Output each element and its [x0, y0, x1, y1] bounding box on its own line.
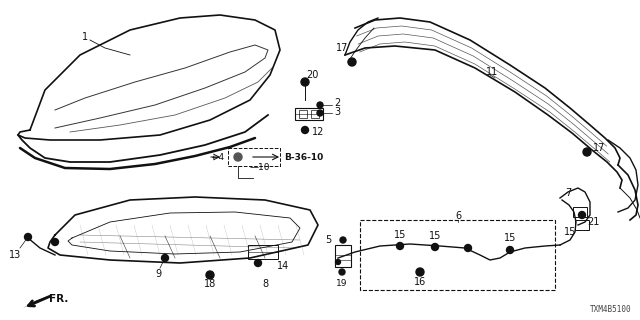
Text: 2: 2: [334, 98, 340, 108]
Circle shape: [339, 269, 345, 275]
Circle shape: [431, 244, 438, 251]
Bar: [295, 108, 323, 120]
Circle shape: [465, 244, 472, 252]
Text: TXM4B5100: TXM4B5100: [590, 305, 632, 314]
Polygon shape: [23, 295, 50, 308]
Circle shape: [397, 243, 403, 250]
Circle shape: [348, 58, 356, 66]
Text: 1: 1: [82, 32, 88, 42]
Text: 12: 12: [312, 127, 324, 137]
Text: 15: 15: [504, 233, 516, 243]
Text: 7: 7: [565, 188, 571, 198]
Text: 3: 3: [334, 107, 340, 117]
Text: 17: 17: [593, 143, 605, 153]
Text: ←4: ←4: [211, 153, 225, 162]
Circle shape: [579, 212, 586, 219]
Text: 19: 19: [336, 279, 348, 289]
Text: 5: 5: [325, 235, 331, 245]
Text: 15: 15: [429, 231, 441, 241]
Circle shape: [255, 260, 262, 267]
Text: 15: 15: [564, 227, 576, 237]
Circle shape: [161, 254, 168, 261]
Bar: [573, 207, 587, 217]
Text: 11: 11: [486, 67, 498, 77]
Bar: [248, 245, 278, 259]
Circle shape: [317, 102, 323, 108]
Circle shape: [51, 238, 58, 245]
Circle shape: [234, 153, 242, 161]
Circle shape: [206, 271, 214, 279]
Circle shape: [24, 234, 31, 241]
Text: FR.: FR.: [49, 294, 68, 304]
Text: 20: 20: [306, 70, 318, 80]
Bar: [299, 110, 307, 118]
Text: 8: 8: [262, 279, 268, 289]
Circle shape: [416, 268, 424, 276]
Bar: [311, 110, 319, 118]
Text: 21: 21: [587, 217, 599, 227]
Circle shape: [301, 78, 309, 86]
Text: 18: 18: [204, 279, 216, 289]
Circle shape: [340, 237, 346, 243]
Circle shape: [583, 148, 591, 156]
Text: —10: —10: [250, 163, 270, 172]
Text: 17: 17: [336, 43, 348, 53]
Bar: [360, 220, 555, 290]
Text: 14: 14: [277, 261, 289, 271]
Bar: [335, 245, 351, 267]
Text: 16: 16: [414, 277, 426, 287]
Text: B-36-10: B-36-10: [284, 153, 323, 162]
Text: 9: 9: [155, 269, 161, 279]
Circle shape: [506, 246, 513, 253]
Bar: [575, 220, 589, 230]
Circle shape: [335, 260, 340, 265]
Text: 15: 15: [394, 230, 406, 240]
Text: 13: 13: [9, 250, 21, 260]
Circle shape: [301, 126, 308, 133]
Text: 6: 6: [455, 211, 461, 221]
Circle shape: [317, 110, 323, 116]
